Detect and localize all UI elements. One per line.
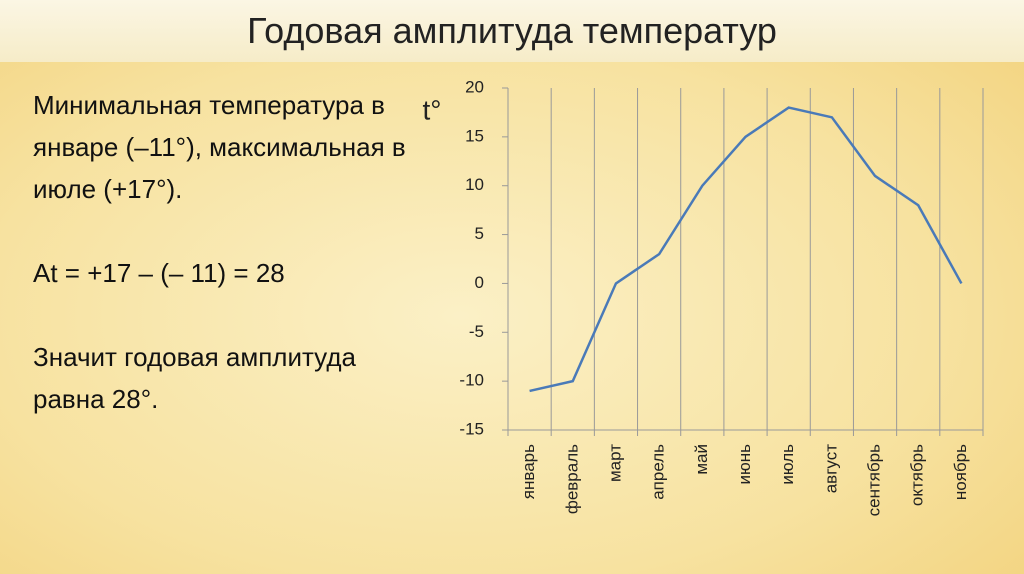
y-tick-label: 20: [465, 77, 484, 96]
x-tick-label: май: [692, 444, 711, 475]
x-tick-label: октябрь: [908, 444, 927, 506]
x-tick-label: март: [605, 444, 624, 482]
slide-text: Минимальная температура в январе (–11°),…: [33, 84, 413, 462]
x-tick-label: апрель: [649, 444, 668, 500]
x-tick-label: январь: [519, 444, 538, 499]
y-tick-label: 0: [475, 273, 484, 292]
x-tick-label: ноябрь: [951, 444, 970, 500]
y-tick-label: -5: [469, 322, 484, 341]
paragraph: Значит годовая амплитуда равна 28°.: [33, 342, 356, 414]
slide-title: Годовая амплитуда температур: [0, 0, 1024, 62]
x-tick-label: июль: [778, 444, 797, 485]
y-axis-label: t°: [423, 94, 442, 125]
x-tick-label: август: [821, 444, 840, 493]
y-tick-label: 15: [465, 126, 484, 145]
x-tick-label: сентябрь: [865, 444, 884, 517]
x-tick-label: февраль: [562, 444, 581, 514]
y-tick-label: -10: [459, 371, 484, 390]
y-tick-label: 5: [475, 224, 484, 243]
line-series: [529, 106, 963, 393]
x-tick-label: июнь: [735, 444, 754, 485]
y-tick-label: 10: [465, 175, 484, 194]
paragraph: Минимальная температура в январе (–11°),…: [33, 90, 406, 204]
paragraph: At = +17 – (– 11) = 28: [33, 258, 285, 288]
y-tick-label: -15: [459, 419, 484, 438]
